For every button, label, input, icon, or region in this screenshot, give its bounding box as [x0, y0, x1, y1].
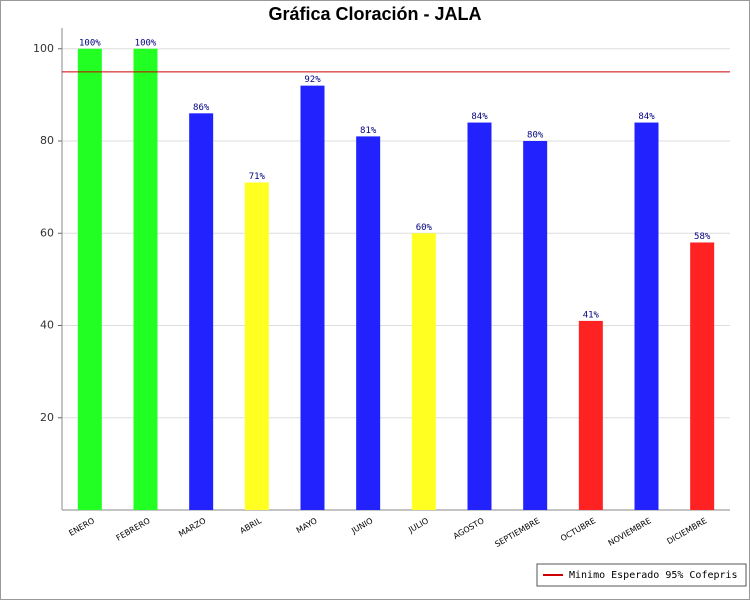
y-tick-label: 20 — [40, 411, 54, 424]
value-label: 80% — [527, 131, 544, 141]
value-label: 81% — [360, 126, 377, 136]
value-label: 100% — [79, 38, 101, 48]
legend: Minimo Esperado 95% Cofepris — [536, 563, 747, 587]
value-label: 58% — [694, 232, 711, 242]
legend-box — [536, 563, 747, 587]
value-label: 60% — [416, 223, 433, 233]
bar — [467, 122, 492, 510]
bar — [77, 48, 102, 510]
bar — [356, 136, 381, 511]
bar — [411, 233, 436, 510]
y-tick-label: 100 — [33, 42, 54, 55]
value-label: 92% — [304, 75, 321, 85]
bar — [244, 182, 269, 511]
plot-area — [62, 28, 730, 510]
value-label: 84% — [471, 112, 488, 122]
value-label: 100% — [135, 38, 157, 48]
bar — [578, 320, 603, 510]
legend-label: Minimo Esperado 95% Cofepris — [569, 570, 738, 581]
bar — [300, 85, 325, 510]
y-tick-label: 60 — [40, 226, 54, 239]
y-tick-label: 40 — [40, 319, 54, 332]
bar — [523, 141, 548, 510]
y-tick-label: 80 — [40, 134, 54, 147]
value-label: 71% — [249, 172, 266, 182]
value-label: 84% — [638, 112, 655, 122]
bar — [189, 113, 214, 511]
value-label: 41% — [583, 310, 600, 320]
bar — [634, 122, 659, 510]
value-label: 86% — [193, 103, 210, 113]
bar — [133, 48, 158, 510]
bar — [690, 242, 715, 511]
chart-title: Gráfica Cloración - JALA — [268, 4, 481, 24]
